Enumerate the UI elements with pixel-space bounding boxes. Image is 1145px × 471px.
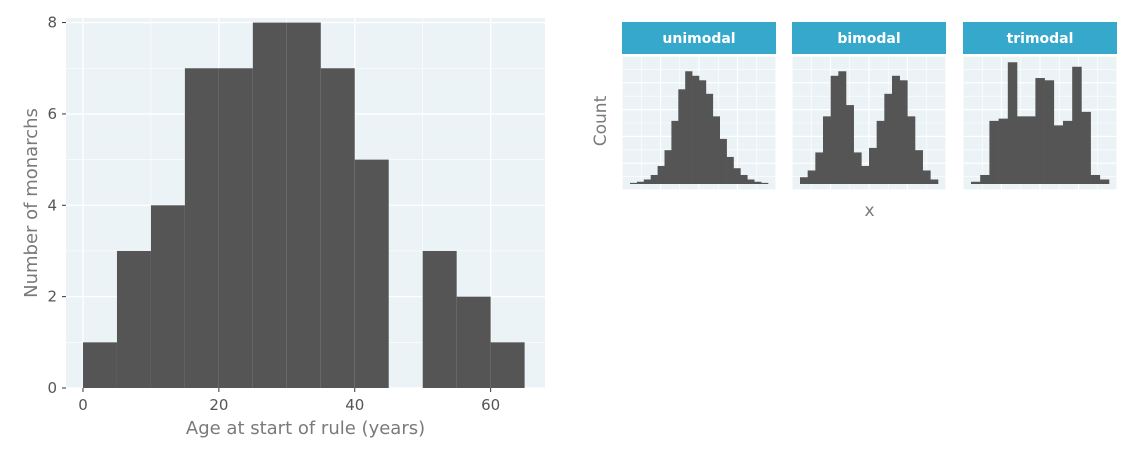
facet-bar [807,170,816,184]
histogram-bar [184,68,219,388]
facet-bar [636,181,645,184]
x-tick-label: 40 [345,396,364,414]
y-axis-title: Number of monarchs [21,108,42,298]
x-tick-group: 0 20 40 60 [78,388,500,414]
facet-bar [884,93,893,184]
histogram-bars [82,22,525,388]
facet-bar [1044,80,1055,184]
facet-bar [1053,125,1064,184]
facet-unimodal: unimodal [621,22,777,191]
facet-strip-label: bimodal [837,31,900,47]
facet-bar [1072,66,1082,184]
facet-bar [876,120,885,184]
y-tick-group: 0 2 4 6 8 [47,14,66,397]
facet-bar [1090,174,1101,184]
histogram-bar [218,68,253,388]
y-tick-label: 8 [47,14,57,32]
histogram-bar [422,250,457,388]
facet-bar [671,120,679,184]
facet-bar [719,138,727,184]
facet-bar [643,179,651,184]
facet-bar [1017,116,1027,184]
facet-bar [685,71,693,184]
y-tick-label: 0 [47,379,57,397]
facet-trimodal: trimodal [962,22,1118,191]
facet-bar [1007,62,1018,184]
x-axis-title: Age at start of rule (years) [186,418,425,439]
facet-bar [899,80,908,184]
facet-bar [922,170,931,184]
facet-bar [971,181,981,184]
facet-bar [861,165,870,184]
facet-bar [846,105,854,184]
modality-facets: unimodal bimodal trimodal x Count [591,22,1118,221]
histogram-bar [286,22,321,388]
y-tick-label: 4 [47,196,57,214]
histogram-bar [320,68,355,388]
histogram-bar [456,296,491,388]
facet-bar [692,75,700,184]
facet-bar [815,152,824,184]
facet-bar [740,174,748,184]
y-tick-label: 2 [47,288,57,306]
facet-bar [1035,78,1045,184]
facet-bar [1063,120,1073,184]
facet-bar [800,177,808,184]
y-tick-label: 6 [47,105,57,123]
facet-bar [761,182,769,184]
facet-bar [678,89,686,184]
facet-bar [830,75,839,184]
facet-x-axis-title: x [864,201,874,221]
facet-bar [907,116,916,184]
facet-bar [1081,111,1091,184]
x-tick-label: 60 [481,396,500,414]
histogram-bar [150,205,185,388]
histogram-bar [490,342,525,388]
facet-bar [747,179,755,184]
facet-bar [930,179,939,184]
x-tick-label: 0 [78,396,88,414]
x-tick-label: 20 [209,396,228,414]
facet-strip-label: unimodal [662,31,735,47]
facet-bar [630,182,638,184]
facet-bar [726,156,734,184]
facet-strip [792,22,946,54]
facet-bar [823,116,831,184]
facet-bar [1026,116,1036,184]
facet-bimodal: bimodal [791,22,947,191]
facet-bar [1099,179,1110,184]
facet-bar [650,174,658,184]
facet-bar [664,150,672,184]
histogram-bar [354,159,389,388]
facet-bar [853,152,862,184]
facet-panels: unimodal bimodal trimodal [621,22,1118,191]
facet-bar [915,150,923,184]
histogram-bar [116,250,151,388]
age-histogram: 0 20 40 60 0 2 4 6 8 Age at start of rule (year… [21,14,545,439]
facet-strip-label: trimodal [1007,31,1074,47]
histogram-bar [82,342,117,388]
facet-bar [754,181,762,184]
facet-bar [712,116,720,184]
facet-bar [838,71,847,184]
facet-bar [998,118,1009,184]
facet-y-axis-title: Count [591,95,611,146]
facet-bar [705,93,714,184]
facet-strip [622,22,776,54]
facet-bar [699,80,707,184]
facet-strip [963,22,1117,54]
facet-bar [892,75,900,184]
facet-bar [980,174,990,184]
facet-bar [989,120,999,184]
facet-bar [657,165,665,184]
facet-bar [869,147,877,184]
histogram-bar [252,22,287,388]
facet-bar [733,168,741,184]
